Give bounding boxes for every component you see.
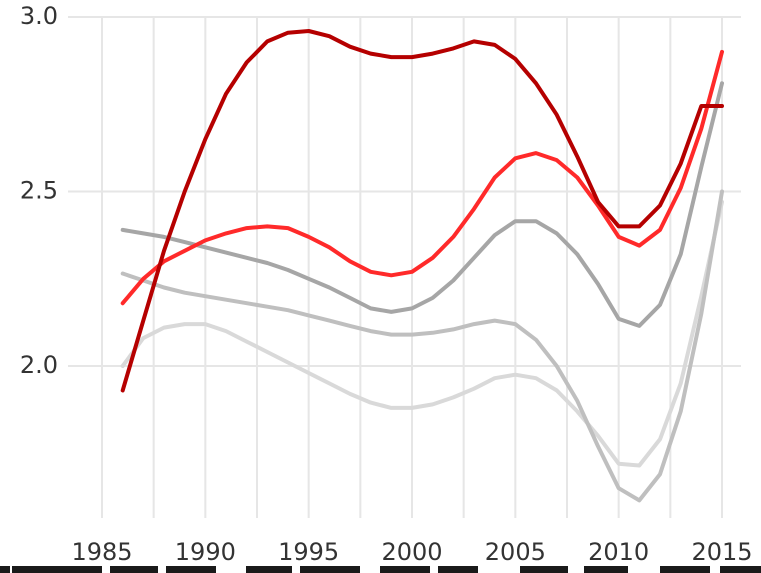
vertical-gridlines: [101, 17, 723, 518]
strip-mark: [300, 566, 360, 573]
series-line: [120, 49, 724, 306]
y-tick-label: 2.0: [20, 351, 58, 379]
strip-mark: [110, 566, 158, 573]
strip-mark: [380, 566, 430, 573]
strip-mark: [12, 566, 102, 573]
x-tick-label: 2005: [485, 538, 546, 566]
strip-mark: [720, 566, 761, 573]
strip-mark: [438, 566, 478, 573]
series-line: [120, 81, 724, 328]
series-line: [120, 200, 724, 468]
series-line: [120, 189, 724, 503]
series-lines: [120, 29, 724, 503]
x-tick-label: 2015: [691, 538, 752, 566]
x-tick-label: 1995: [278, 538, 339, 566]
strip-mark: [660, 566, 710, 573]
x-tick-label: 2010: [588, 538, 649, 566]
strip-mark: [0, 566, 10, 573]
strip-mark: [520, 566, 568, 573]
x-tick-label: 1990: [175, 538, 236, 566]
strip-mark: [246, 566, 292, 573]
strip-mark: [166, 566, 216, 573]
x-tick-label: 2000: [381, 538, 442, 566]
y-axis-tick-labels: 2.0 2.5 3.0: [20, 2, 58, 379]
x-axis-tick-labels: 1985 1990 1995 2000 2005 2010 2015: [71, 538, 752, 566]
horizontal-gridlines: [68, 16, 741, 367]
series-line: [120, 29, 724, 393]
y-tick-label: 3.0: [20, 2, 58, 30]
cropped-bottom-strip: [0, 566, 761, 573]
x-tick-label: 1985: [71, 538, 132, 566]
strip-mark: [584, 566, 628, 573]
y-tick-label: 2.5: [20, 177, 58, 205]
